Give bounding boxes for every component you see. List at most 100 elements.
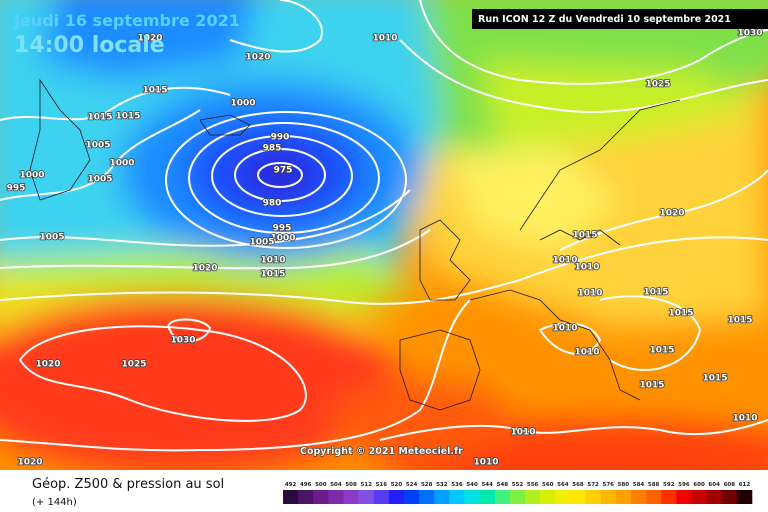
isobar-label: 1020 <box>245 53 270 63</box>
color-scale: 492 496 500 504 508 512 516 520 524 528 532 536 540 5… <box>283 482 753 504</box>
scale-label: 612 <box>739 482 751 488</box>
scale-swatch <box>570 490 586 504</box>
scale-label: 604 <box>708 482 720 488</box>
isobar-label: 1015 <box>142 86 167 96</box>
run-box <box>472 9 768 29</box>
scale-swatch <box>540 490 556 504</box>
footer-lead: (+ 144h) <box>32 497 77 508</box>
isobar-label: 1015 <box>572 231 597 241</box>
coastlines <box>29 78 681 411</box>
scale-swatch <box>721 490 738 504</box>
scale-swatch <box>585 490 602 504</box>
scale-label: 512 <box>360 482 372 488</box>
scale-swatch <box>434 490 450 504</box>
isobar-label: 1020 <box>17 458 42 468</box>
scale-swatch <box>630 490 647 504</box>
isobar-label: 1025 <box>121 360 146 370</box>
scale-label: 532 <box>436 482 448 488</box>
isobar-label: 1010 <box>552 256 577 266</box>
forecast-date: Jeudi 16 septembre 2021 <box>13 11 240 30</box>
isobar-label: 985 <box>263 144 282 154</box>
isobar-label: 1010 <box>574 263 599 273</box>
isobar-label: 1015 <box>260 270 285 280</box>
scale-swatch <box>313 490 329 504</box>
isobar-label: 1010 <box>732 414 757 424</box>
scale-label: 520 <box>391 482 403 488</box>
isobar-label: 1010 <box>510 428 535 438</box>
isobar-label: 1020 <box>137 34 162 44</box>
scale-label: 552 <box>512 482 524 488</box>
scale-label: 576 <box>603 482 615 488</box>
scale-swatch <box>661 490 677 504</box>
scale-label: 536 <box>451 482 463 488</box>
scale-label: 524 <box>406 482 418 488</box>
isobar-label: 1010 <box>372 34 397 44</box>
scale-label: 596 <box>678 482 690 488</box>
footer-title: Géop. Z500 & pression au sol <box>32 477 224 492</box>
scale-swatch <box>509 490 526 504</box>
scale-swatch <box>328 490 344 504</box>
scale-label: 548 <box>497 482 509 488</box>
isobar-label: 995 <box>273 224 292 234</box>
scale-swatch <box>388 490 405 504</box>
isobar-label: 1015 <box>668 309 693 319</box>
isobar-label: 1000 <box>230 99 255 109</box>
isobar-label: 1015 <box>639 381 664 391</box>
scale-swatch <box>676 490 692 504</box>
scale-label: 584 <box>633 482 645 488</box>
isobars <box>0 0 768 452</box>
scale-label: 608 <box>724 482 736 488</box>
isobar-label: 1020 <box>35 360 60 370</box>
scale-swatch <box>343 490 359 504</box>
isobar-label: 1005 <box>249 238 274 248</box>
scale-swatch <box>298 490 314 504</box>
isobar-label: 990 <box>271 133 290 143</box>
scale-swatch <box>358 490 375 504</box>
scale-label: 572 <box>587 482 599 488</box>
scale-label: 580 <box>618 482 630 488</box>
isobar-label: 1005 <box>85 141 110 151</box>
isobar-label: 1010 <box>473 458 498 468</box>
isobar-label: 1020 <box>192 264 217 274</box>
run-info: Run ICON 12 Z du Vendredi 10 septembre 2… <box>478 14 731 25</box>
isobar-label: 980 <box>263 199 282 209</box>
copyright: Copyright © 2021 Meteociel.fr <box>300 446 463 457</box>
scale-swatch <box>494 490 511 504</box>
isobar-label: 1015 <box>115 112 140 122</box>
scale-swatch <box>646 490 662 504</box>
scale-label: 504 <box>330 482 342 488</box>
isobar-label: 1010 <box>552 324 577 334</box>
isobar-label: 1000 <box>19 171 44 181</box>
scale-swatch <box>736 490 753 504</box>
scale-swatch <box>449 490 465 504</box>
scale-swatch <box>555 490 571 504</box>
isobar-label: 975 <box>274 166 293 176</box>
isobar-label: 1015 <box>727 316 752 326</box>
isobar-label: 1005 <box>39 233 64 243</box>
isobar-label: 1010 <box>577 289 602 299</box>
isobar-label: 1000 <box>270 234 295 244</box>
isobar-label: 1015 <box>702 374 727 384</box>
scale-swatch <box>283 490 299 504</box>
scale-label: 544 <box>481 482 493 488</box>
scale-label: 592 <box>663 482 675 488</box>
isobar-label: 1010 <box>574 348 599 358</box>
scale-swatch <box>706 490 723 504</box>
isobar-label: 1015 <box>649 346 674 356</box>
forecast-time: 14:00 locale <box>14 33 165 58</box>
scale-swatch <box>615 490 632 504</box>
scale-swatch <box>419 490 435 504</box>
scale-label: 564 <box>557 482 569 488</box>
scale-label: 600 <box>693 482 705 488</box>
isobar-label: 1010 <box>260 256 285 266</box>
scale-label: 496 <box>300 482 312 488</box>
isobar-label: 1015 <box>87 113 112 123</box>
scale-swatch <box>691 490 707 504</box>
scale-label: 568 <box>572 482 584 488</box>
scale-label: 528 <box>421 482 433 488</box>
scale-label: 492 <box>285 482 297 488</box>
scale-label: 556 <box>527 482 539 488</box>
scale-swatch <box>525 490 541 504</box>
